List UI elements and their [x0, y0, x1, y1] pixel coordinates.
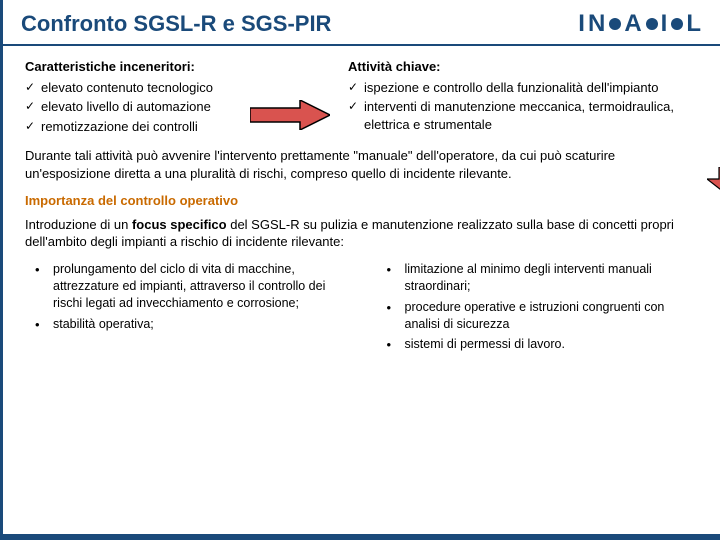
- paragraph-2: Introduzione di un focus specifico del S…: [25, 216, 698, 251]
- bullet-col-left: prolungamento del ciclo di vita di macch…: [25, 261, 347, 357]
- bullet-item: sistemi di permessi di lavoro.: [377, 336, 699, 353]
- bullet-item: prolungamento del ciclo di vita di macch…: [25, 261, 347, 312]
- right-check-list: ispezione e controllo della funzionalità…: [348, 79, 698, 134]
- right-heading: Attività chiave:: [348, 58, 698, 76]
- bullet-item: limitazione al minimo degli interventi m…: [377, 261, 699, 295]
- check-item: interventi di manutenzione meccanica, te…: [348, 98, 698, 133]
- slide-title: Confronto SGSL-R e SGS-PIR: [21, 11, 331, 37]
- p2-bold: focus specifico: [132, 217, 227, 232]
- logo-dot-icon: [671, 18, 683, 30]
- bullet-columns: prolungamento del ciclo di vita di macch…: [25, 261, 698, 357]
- check-item: ispezione e controllo della funzionalità…: [348, 79, 698, 97]
- logo-dot-icon: [646, 18, 658, 30]
- section-title-wrap: Importanza del controllo operativo: [25, 192, 698, 216]
- slide-container: Confronto SGSL-R e SGS-PIR I N A I L Car…: [0, 0, 720, 540]
- check-item: elevato contenuto tecnologico: [25, 79, 348, 97]
- bullet-item: stabilità operativa;: [25, 316, 347, 333]
- logo-dot-icon: [609, 18, 621, 30]
- logo-letter: I: [578, 10, 586, 38]
- bullet-item: procedure operative e istruzioni congrue…: [377, 299, 699, 333]
- logo-letter: A: [624, 10, 642, 38]
- logo-letter: I: [661, 10, 669, 38]
- slide-header: Confronto SGSL-R e SGS-PIR I N A I L: [3, 0, 720, 46]
- logo-inail: I N A I L: [578, 10, 702, 38]
- p2-part-a: Introduzione di un: [25, 217, 132, 232]
- logo-letter: L: [686, 10, 702, 38]
- paragraph-1: Durante tali attività può avvenire l'int…: [25, 147, 698, 182]
- arrow-right-icon: [250, 100, 330, 130]
- bullet-col-right: limitazione al minimo degli interventi m…: [377, 261, 699, 357]
- column-right: Attività chiave: ispezione e controllo d…: [348, 58, 698, 137]
- section-title: Importanza del controllo operativo: [25, 192, 238, 210]
- bullet-list-left: prolungamento del ciclo di vita di macch…: [25, 261, 347, 333]
- arrow-down-icon: [707, 167, 720, 193]
- slide-content: Caratteristiche inceneritori: elevato co…: [3, 46, 720, 367]
- left-heading: Caratteristiche inceneritori:: [25, 58, 348, 76]
- bullet-list-right: limitazione al minimo degli interventi m…: [377, 261, 699, 353]
- two-column-section: Caratteristiche inceneritori: elevato co…: [25, 58, 698, 137]
- logo-letter: N: [588, 10, 606, 38]
